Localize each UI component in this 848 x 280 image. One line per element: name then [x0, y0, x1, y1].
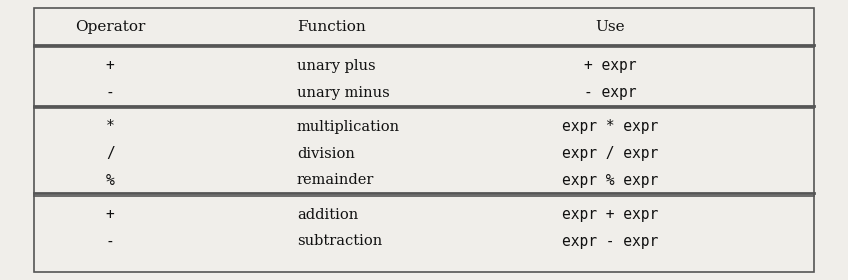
Text: expr + expr: expr + expr	[562, 207, 659, 222]
Text: multiplication: multiplication	[297, 120, 400, 134]
Text: expr / expr: expr / expr	[562, 146, 659, 161]
Text: - expr: - expr	[584, 85, 637, 100]
Text: +: +	[106, 59, 114, 73]
Text: Use: Use	[596, 20, 625, 34]
FancyBboxPatch shape	[34, 8, 814, 272]
Text: subtraction: subtraction	[297, 234, 382, 248]
Text: +: +	[106, 207, 114, 222]
Text: remainder: remainder	[297, 173, 374, 187]
Text: addition: addition	[297, 208, 358, 222]
Text: Function: Function	[297, 20, 365, 34]
Text: unary plus: unary plus	[297, 59, 376, 73]
Text: expr - expr: expr - expr	[562, 234, 659, 249]
Text: division: division	[297, 147, 354, 161]
Text: /: /	[106, 146, 114, 161]
Text: *: *	[106, 120, 114, 134]
Text: + expr: + expr	[584, 59, 637, 73]
Text: -: -	[106, 234, 114, 249]
Text: expr % expr: expr % expr	[562, 173, 659, 188]
Text: expr * expr: expr * expr	[562, 120, 659, 134]
Text: unary minus: unary minus	[297, 86, 389, 100]
Text: -: -	[106, 85, 114, 100]
Text: %: %	[106, 173, 114, 188]
Text: Operator: Operator	[75, 20, 145, 34]
